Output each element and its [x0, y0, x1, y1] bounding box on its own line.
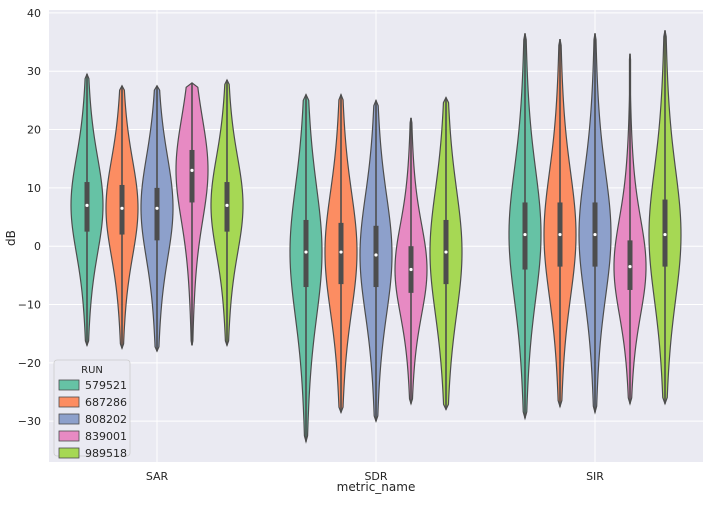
y-tick-label: −10 — [18, 299, 41, 312]
legend-label: 579521 — [85, 379, 127, 392]
violin-median-point — [409, 267, 413, 272]
violins — [70, 30, 682, 444]
x-axis-label: metric_name — [337, 480, 416, 494]
violin-median-point — [120, 206, 124, 210]
legend: RUN 579521 687286 808202 839001 989518 — [53, 359, 131, 460]
violin-median-point — [444, 250, 448, 254]
violin-median-point — [374, 253, 378, 257]
legend-swatch — [58, 430, 80, 442]
violin-median-point — [523, 232, 527, 237]
violin-iqr-box — [189, 149, 195, 203]
y-tick-label: 0 — [34, 240, 41, 253]
legend-label: 808202 — [85, 413, 127, 426]
legend-swatch — [58, 379, 80, 391]
x-tick-labels: SAR SDR SIR — [146, 470, 604, 483]
x-tick-label: SIR — [586, 470, 604, 483]
y-tick-label: 30 — [27, 65, 41, 78]
legend-label: 989518 — [85, 447, 127, 460]
violin-median-point — [593, 232, 597, 237]
violin-median-point — [85, 203, 89, 207]
y-tick-label: 40 — [27, 7, 41, 20]
violin-median-point — [339, 250, 343, 254]
legend-label: 839001 — [85, 430, 127, 443]
violin-median-point — [155, 206, 159, 210]
y-tick-label: −20 — [18, 357, 41, 370]
x-tick-label: SAR — [146, 470, 169, 483]
y-tick-label: −30 — [18, 415, 41, 428]
violin-median-point — [558, 232, 562, 237]
legend-items: 579521 687286 808202 839001 989518 — [58, 379, 127, 460]
violin-median-point — [190, 168, 194, 172]
x-tick-label: SDR — [364, 470, 387, 483]
legend-title: RUN — [81, 365, 103, 376]
y-tick-label: 10 — [27, 182, 41, 195]
y-tick-labels: −30 −20 −10 0 10 20 30 40 — [18, 7, 41, 428]
legend-label: 687286 — [85, 396, 127, 409]
legend-swatch — [58, 396, 80, 408]
violin-median-point — [663, 232, 667, 237]
y-axis-label: dB — [4, 230, 18, 246]
violin-median-point — [225, 203, 229, 207]
y-tick-label: 20 — [27, 124, 41, 137]
legend-swatch — [58, 413, 80, 425]
legend-swatch — [58, 447, 80, 459]
violin-median-point — [628, 265, 632, 269]
violin-iqr-box — [154, 187, 160, 241]
violin-median-point — [304, 250, 308, 254]
